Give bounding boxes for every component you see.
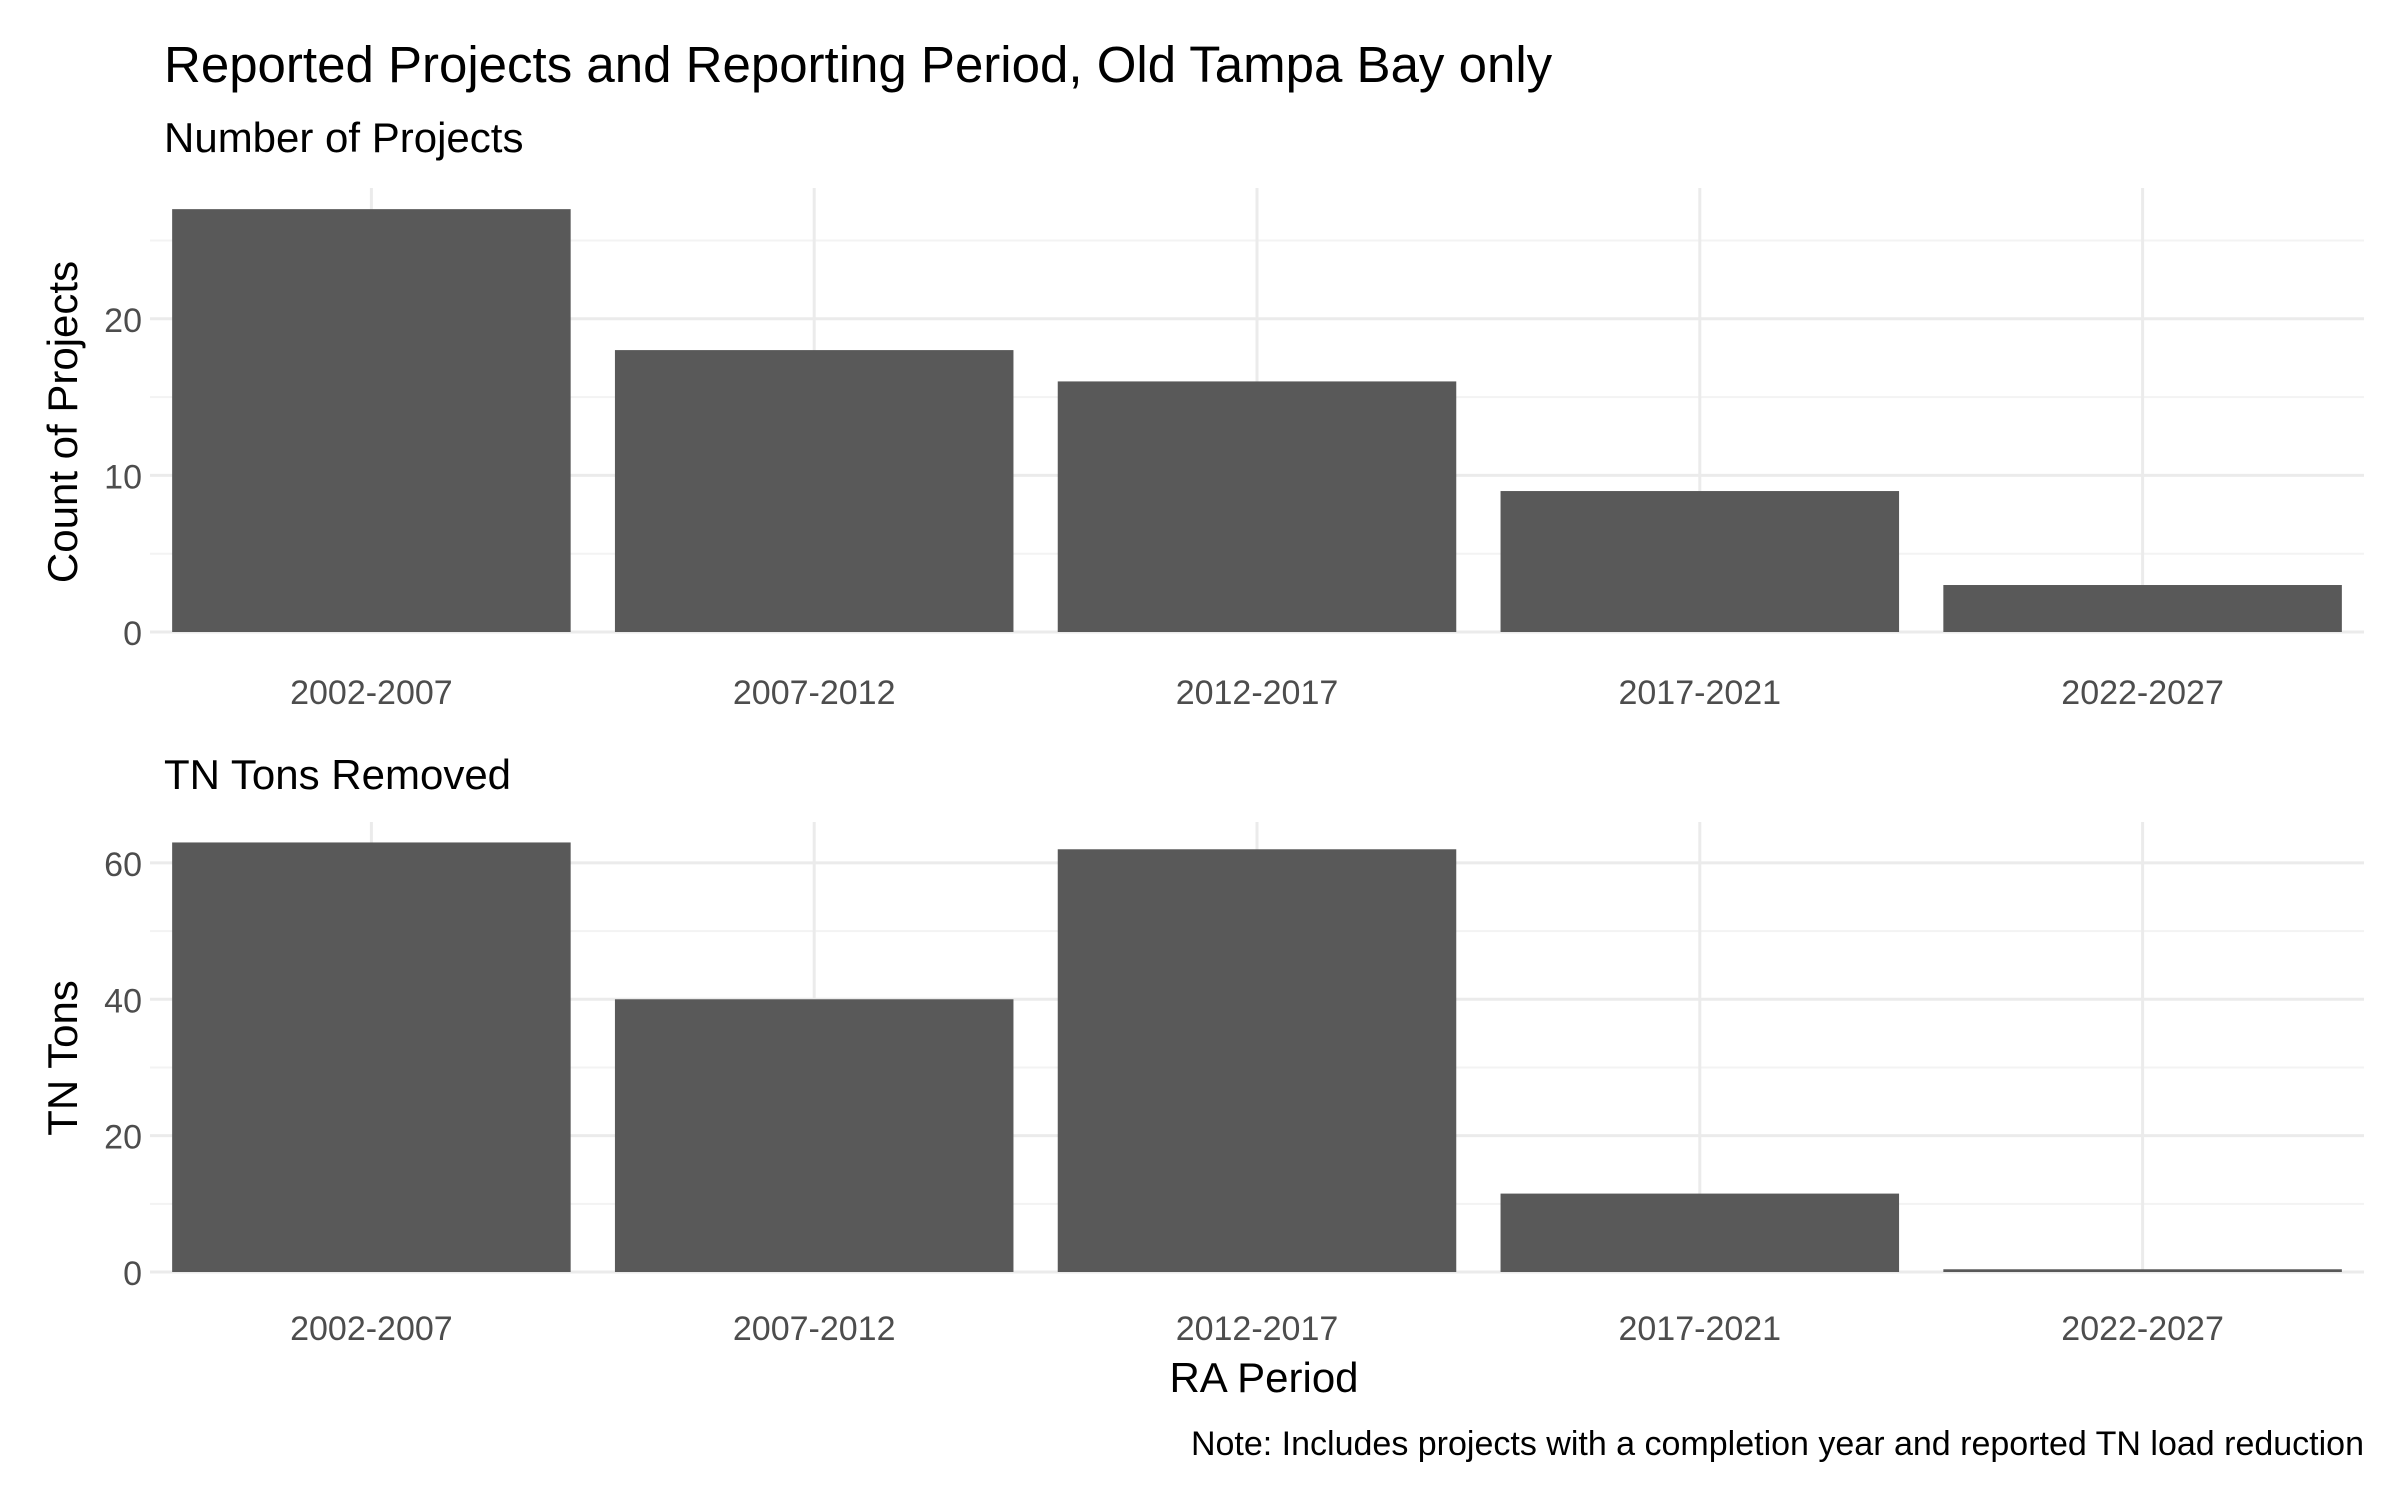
bar-2012-2017 <box>1057 381 1457 632</box>
bar-2022-2027 <box>1943 1269 2342 1272</box>
bar-2007-2012 <box>614 999 1014 1272</box>
y-tick-label: 40 <box>104 982 142 1020</box>
x-tick-label: 2007-2012 <box>733 674 896 712</box>
bar-2017-2021 <box>1500 1193 1900 1272</box>
y-tick-label: 0 <box>123 1255 142 1293</box>
bar-2007-2012 <box>614 350 1014 632</box>
x-axis-label: RA Period <box>1169 1354 1358 1401</box>
x-tick-label: 2022-2027 <box>2061 1310 2224 1348</box>
bar-2002-2007 <box>172 842 571 1272</box>
panel-1-x-ticks: 2002-2007 2007-2012 2012-2017 2017-2021 2022… <box>290 674 2224 712</box>
x-tick-label: 2002-2007 <box>290 674 453 712</box>
panel-1-subtitle: Number of Projects <box>164 114 523 161</box>
y-tick-label: 10 <box>104 458 142 496</box>
x-tick-label: 2012-2017 <box>1176 674 1339 712</box>
bar-2017-2021 <box>1500 491 1900 632</box>
y-tick-label: 0 <box>123 615 142 653</box>
y-tick-label: 60 <box>104 846 142 884</box>
y-tick-label: 20 <box>104 1119 142 1157</box>
x-tick-label: 2017-2021 <box>1618 674 1781 712</box>
bar-2022-2027 <box>1943 585 2342 632</box>
y-tick-label: 20 <box>104 302 142 340</box>
panel-2-subtitle: TN Tons Removed <box>164 751 511 798</box>
panel-1-bars <box>172 209 2342 632</box>
panel-2-y-axis-label: TN Tons <box>39 980 86 1136</box>
x-tick-label: 2002-2007 <box>290 1310 453 1348</box>
panel-1-y-ticks: 0 10 20 <box>104 302 142 653</box>
x-tick-label: 2022-2027 <box>2061 674 2224 712</box>
chart-title: Reported Projects and Reporting Period, … <box>164 36 1553 93</box>
x-tick-label: 2007-2012 <box>733 1310 896 1348</box>
panel-1-y-axis-label: Count of Projects <box>39 261 86 583</box>
bar-2012-2017 <box>1057 849 1457 1272</box>
bar-2002-2007 <box>172 209 571 632</box>
chart-note: Note: Includes projects with a completio… <box>1191 1425 2364 1463</box>
panel-2-bars <box>172 842 2342 1272</box>
x-tick-label: 2012-2017 <box>1176 1310 1339 1348</box>
x-tick-label: 2017-2021 <box>1618 1310 1781 1348</box>
panel-2-y-ticks: 0 20 40 60 <box>104 846 142 1293</box>
panel-2-x-ticks: 2002-2007 2007-2012 2012-2017 2017-2021 2022… <box>290 1310 2224 1348</box>
